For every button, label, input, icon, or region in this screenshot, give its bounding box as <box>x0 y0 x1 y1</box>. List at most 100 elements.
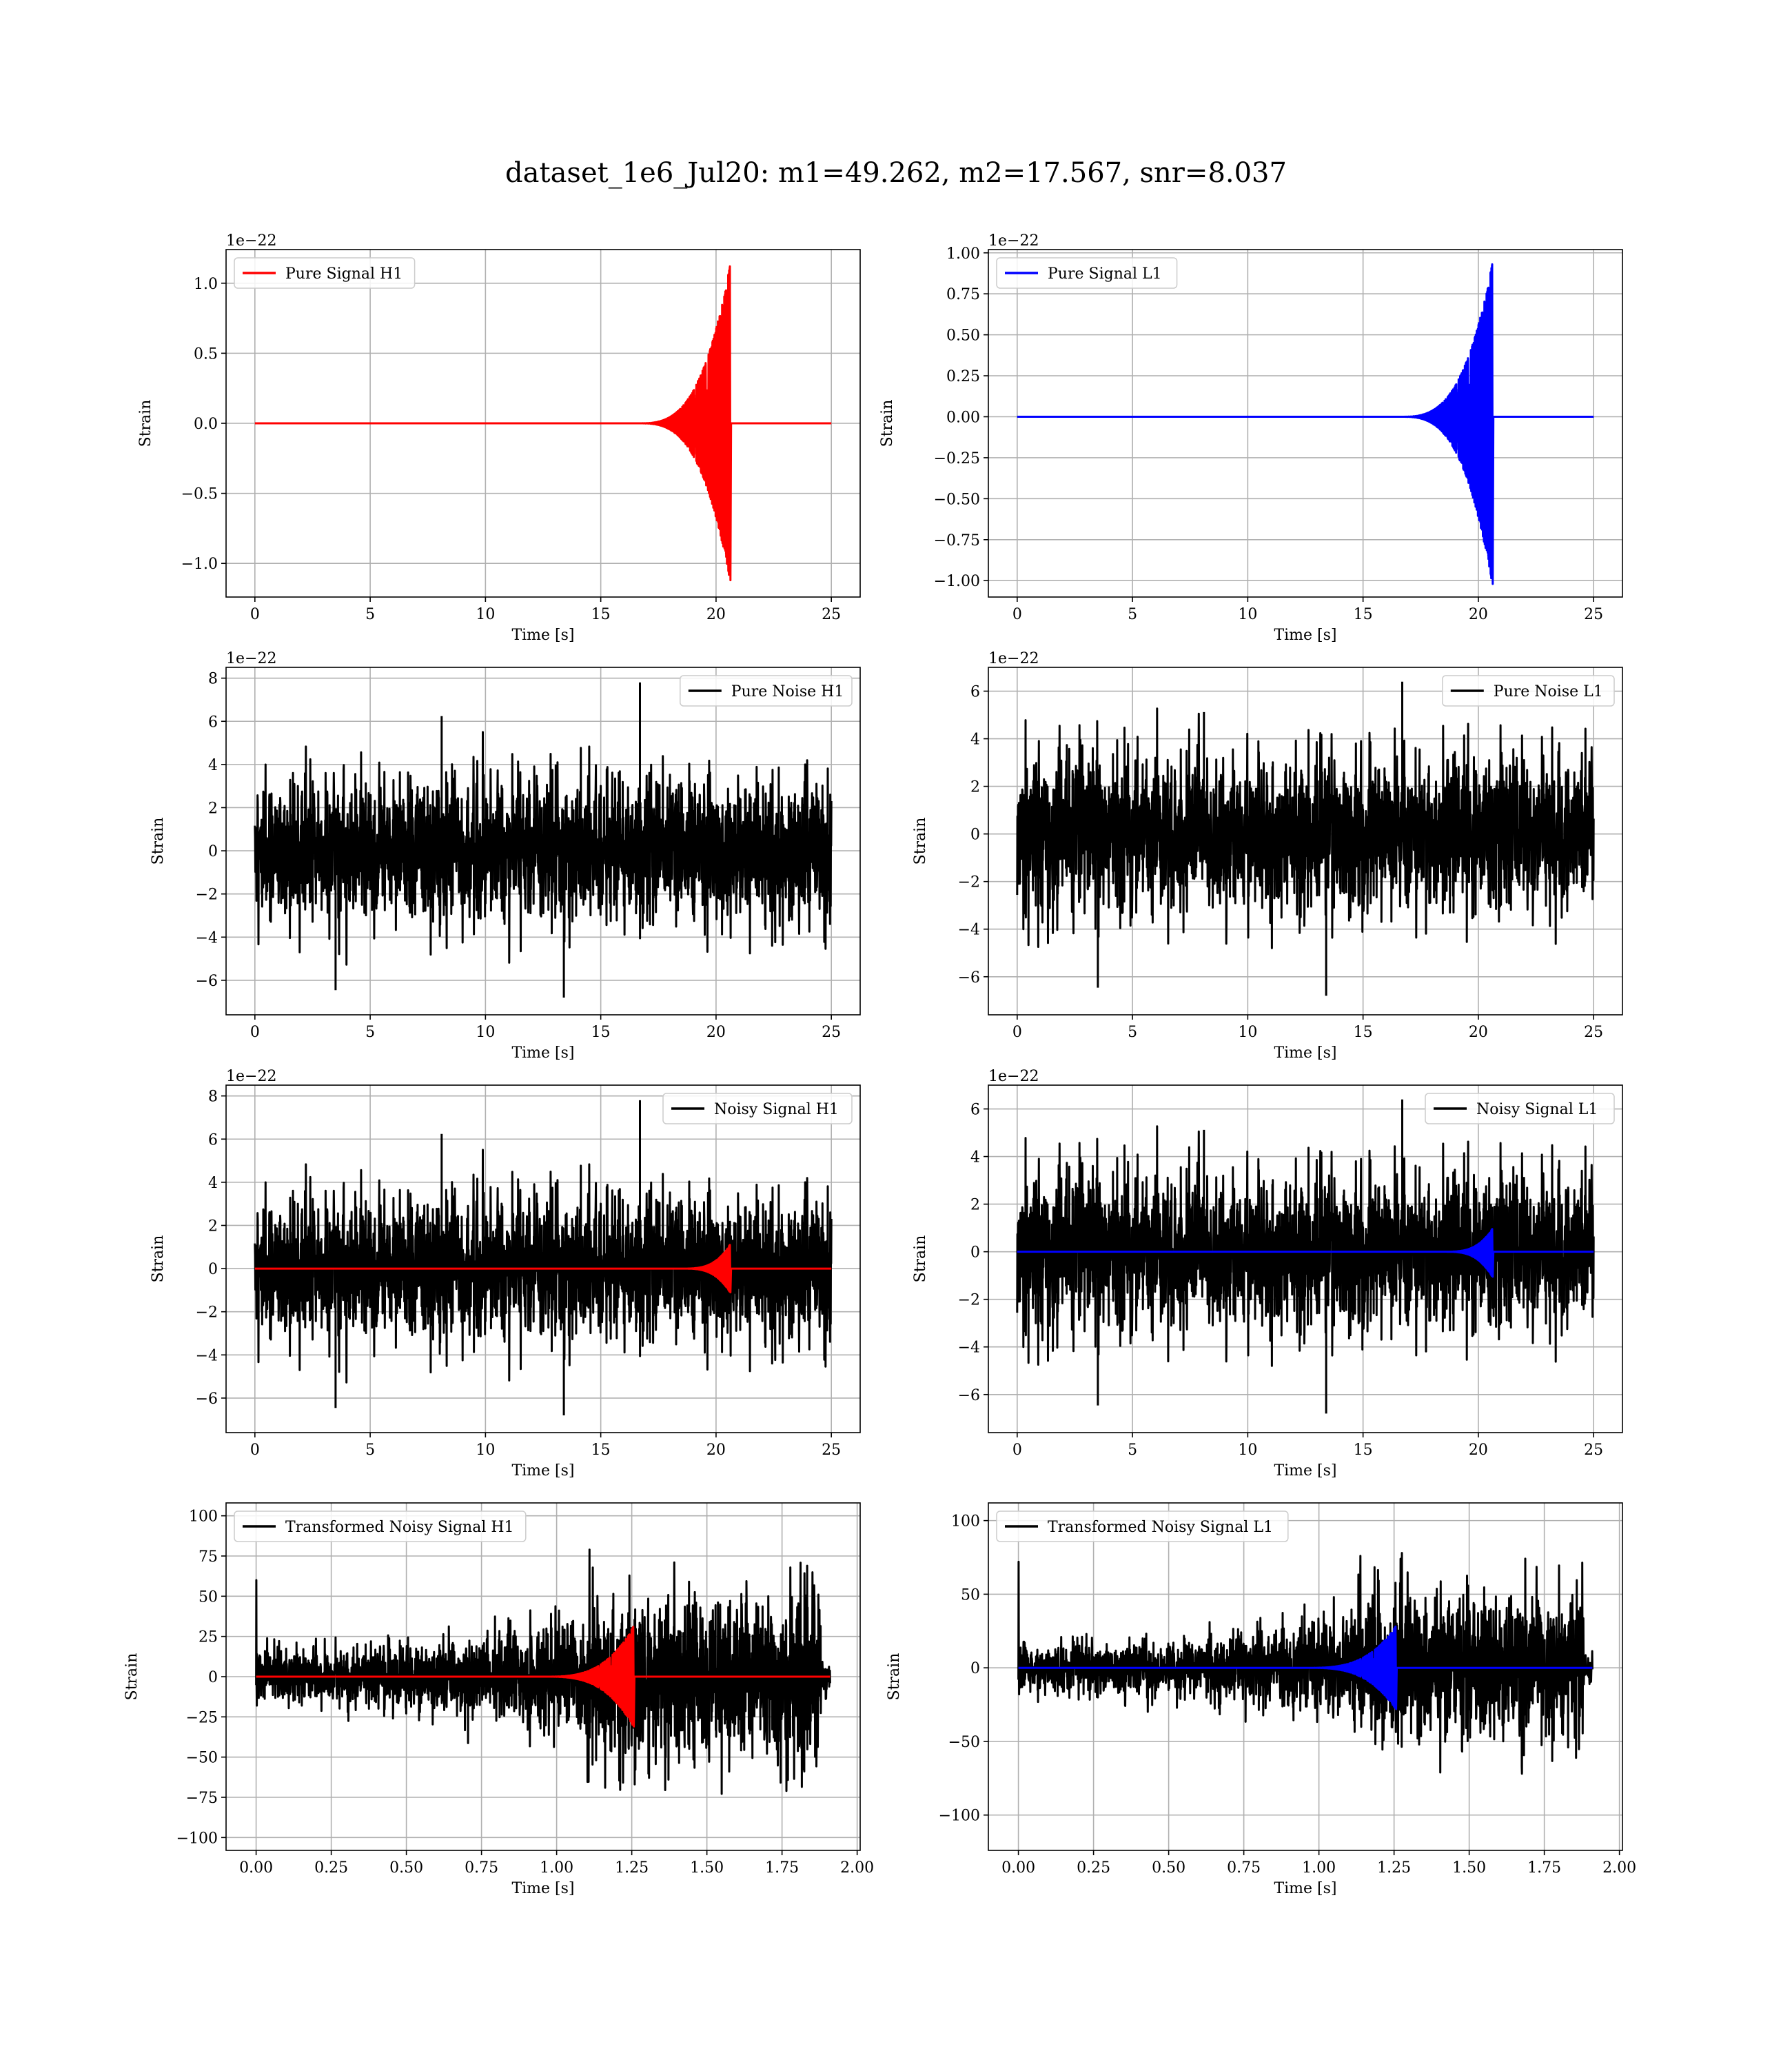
y-tick-label: 1.0 <box>194 276 218 293</box>
axis-offset-text: 1e−22 <box>988 650 1039 667</box>
y-axis-label: Strain <box>137 400 154 447</box>
legend-box <box>1425 1093 1615 1124</box>
y-tick-label: −6 <box>196 973 218 990</box>
x-tick-label: 0 <box>1012 1442 1022 1459</box>
x-tick-label: 0 <box>250 1024 260 1041</box>
x-tick-label: 0.50 <box>1152 1859 1185 1877</box>
x-tick-label: 15 <box>1354 606 1373 623</box>
axes-frame <box>988 667 1623 1016</box>
y-tick-label: 4 <box>970 731 980 749</box>
x-tick-label: 0 <box>1012 1024 1022 1041</box>
y-tick-label: 0 <box>208 1261 218 1278</box>
figure-title: dataset_1e6_Jul20: m1=49.262, m2=17.567,… <box>505 157 1287 189</box>
y-tick-label: 75 <box>198 1548 218 1566</box>
series-noise-line <box>1016 681 1595 996</box>
y-tick-label: 0 <box>970 1244 980 1262</box>
y-tick-label: 100 <box>951 1513 980 1530</box>
x-tick-label: 5 <box>365 1024 375 1041</box>
x-tick-label: 0.00 <box>239 1859 273 1877</box>
plot-area <box>1017 1552 1594 1775</box>
y-tick-label: −100 <box>939 1808 980 1825</box>
series-signal-line <box>1017 1228 1594 1278</box>
subplot-7: 0.00 0.25 0.50 0.75 1.00 1.25 1.50 1.75 2.00 −100… <box>123 1502 874 1897</box>
x-tick-label: 5 <box>365 606 375 623</box>
y-tick-label: −6 <box>196 1391 218 1408</box>
y-tick-label: −100 <box>176 1830 218 1847</box>
x-tick-label: 10 <box>1238 1442 1257 1459</box>
y-tick-label: 100 <box>189 1508 218 1526</box>
axes-frame <box>988 1084 1623 1433</box>
subplot-6: 0 5 10 15 20 25 −6 −4 −2 0 2 4 6 Time [s] Strain 1e−22 N… <box>912 1068 1623 1479</box>
subplot-2: 0 5 10 15 20 25 −1.00 −0.75 −0.50 −0.25 0.00 0.25 0.… <box>879 232 1623 644</box>
x-tick-label: 1.00 <box>540 1859 573 1877</box>
x-tick-label: 0.50 <box>389 1859 423 1877</box>
axis-offset-text: 1e−22 <box>226 232 276 250</box>
plot-area <box>254 1100 833 1415</box>
y-tick-label: 2 <box>208 1218 218 1235</box>
x-tick-label: 0.75 <box>1227 1859 1261 1877</box>
y-tick-label: −50 <box>948 1734 980 1751</box>
x-tick-label: 10 <box>476 1442 495 1459</box>
x-tick-label: 5 <box>1128 1024 1137 1041</box>
y-tick-label: 6 <box>970 1102 980 1119</box>
subplot-3: 0 5 10 15 20 25 −6 −4 −2 0 2 4 6 8 Time [s] Strain 1e−22… <box>150 650 861 1062</box>
x-tick-label: 20 <box>1469 606 1488 623</box>
y-axis-label: Strain <box>912 1235 929 1283</box>
y-tick-label: −0.25 <box>934 450 980 467</box>
y-tick-label: −2 <box>196 1304 218 1322</box>
x-tick-label: 5 <box>1128 1442 1137 1459</box>
x-tick-label: 20 <box>1469 1024 1488 1041</box>
plot-area <box>1016 1099 1595 1414</box>
legend-box <box>996 257 1178 289</box>
x-tick-label: 15 <box>1354 1024 1373 1041</box>
x-tick-label: 1.50 <box>1452 1859 1486 1877</box>
legend-box <box>234 257 416 289</box>
x-axis-label: Time [s] <box>511 1880 574 1897</box>
y-tick-label: 1.00 <box>946 245 980 263</box>
y-tick-label: −4 <box>958 1340 980 1357</box>
y-tick-label: 2 <box>970 1197 980 1214</box>
y-tick-label: −75 <box>186 1790 218 1807</box>
y-tick-label: −4 <box>196 1347 218 1364</box>
plot-area <box>1016 681 1595 996</box>
y-tick-label: 0.00 <box>946 409 980 426</box>
legend-label: Pure Noise L1 <box>1494 683 1603 700</box>
x-tick-label: 2.00 <box>840 1859 874 1877</box>
legend-label: Pure Noise H1 <box>731 683 844 700</box>
x-tick-label: 1.00 <box>1302 1859 1336 1877</box>
x-axis-label: Time [s] <box>1274 1880 1336 1897</box>
x-tick-label: 0.25 <box>314 1859 348 1877</box>
legend-box <box>662 1093 853 1124</box>
x-axis-label: Time [s] <box>511 1044 574 1062</box>
plot-area <box>1017 263 1594 585</box>
x-tick-label: 20 <box>1469 1442 1488 1459</box>
y-tick-label: 50 <box>198 1588 218 1606</box>
legend-label: Noisy Signal H1 <box>714 1101 839 1118</box>
y-tick-label: 4 <box>208 757 218 774</box>
series-signal-line <box>254 1244 832 1293</box>
y-axis-label: Strain <box>912 818 929 865</box>
x-tick-label: 25 <box>822 606 841 623</box>
y-tick-label: 0 <box>970 827 980 844</box>
series-signal-line <box>1017 263 1594 585</box>
y-tick-label: 6 <box>208 1131 218 1149</box>
axes-frame <box>988 249 1623 598</box>
y-tick-label: 0.50 <box>946 327 980 345</box>
x-tick-label: 25 <box>1584 1024 1603 1041</box>
subplot-1: 0 5 10 15 20 25 −1.0 −0.5 0.0 0.5 1.0 Time [s] Strai… <box>137 232 861 644</box>
y-tick-label: −6 <box>958 1387 980 1404</box>
x-tick-label: 20 <box>706 1442 726 1459</box>
plot-area <box>255 1548 831 1795</box>
x-axis-label: Time [s] <box>511 627 574 644</box>
series-signal-line <box>1018 1625 1593 1710</box>
plot-area <box>254 682 833 998</box>
axes-frame <box>988 1502 1623 1851</box>
x-axis-label: Time [s] <box>1274 1462 1336 1479</box>
x-tick-label: 1.75 <box>1527 1859 1561 1877</box>
y-tick-label: −2 <box>958 1292 980 1309</box>
y-axis-label: Strain <box>886 1653 903 1701</box>
x-tick-label: 1.50 <box>690 1859 724 1877</box>
axis-offset-text: 1e−22 <box>988 1068 1039 1085</box>
axis-offset-text: 1e−22 <box>226 1068 276 1085</box>
y-tick-label: −25 <box>186 1709 218 1726</box>
